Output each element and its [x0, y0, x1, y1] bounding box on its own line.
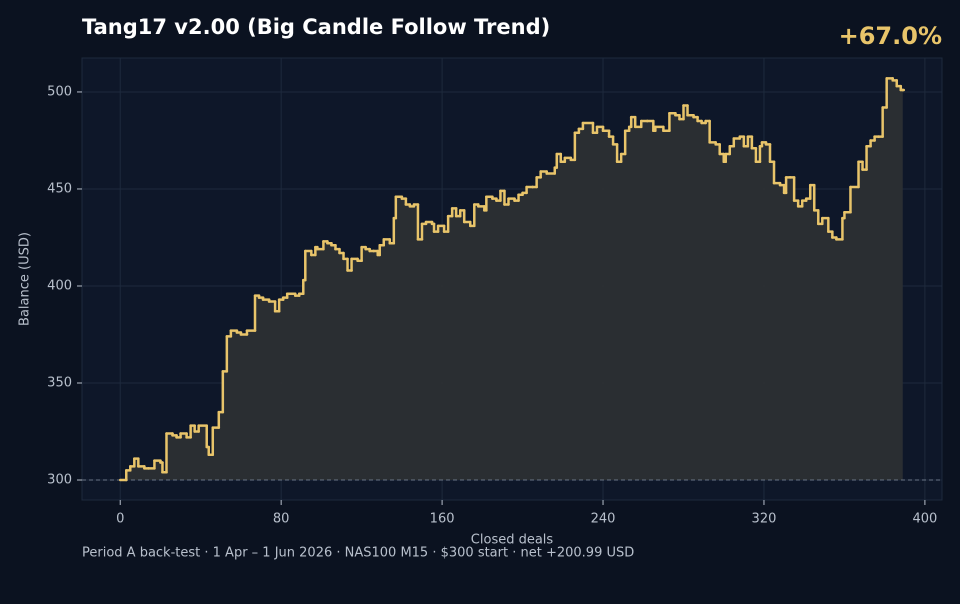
x-tick-label: 160: [430, 512, 455, 527]
return-annotation: +67.0%: [839, 22, 942, 50]
y-tick-label: 300: [47, 473, 72, 488]
x-tick-label: 240: [591, 512, 616, 527]
x-tick-label: 80: [273, 512, 290, 527]
y-tick-label: 500: [47, 84, 72, 99]
x-tick-label: 320: [752, 512, 777, 527]
x-tick-label: 400: [912, 512, 937, 527]
x-axis-label: Closed deals: [471, 533, 554, 548]
x-tick-label: 0: [116, 512, 124, 527]
chart-title: Tang17 v2.00 (Big Candle Follow Trend): [82, 15, 550, 39]
y-tick-label: 450: [47, 181, 72, 196]
area-fill: [120, 78, 903, 481]
y-tick-label: 400: [47, 278, 72, 293]
footer: Period A back-test · 1 Apr – 1 Jun 2026 …: [82, 546, 634, 561]
y-tick-label: 350: [47, 376, 72, 391]
y-axis-label: Balance (USD): [18, 232, 33, 326]
